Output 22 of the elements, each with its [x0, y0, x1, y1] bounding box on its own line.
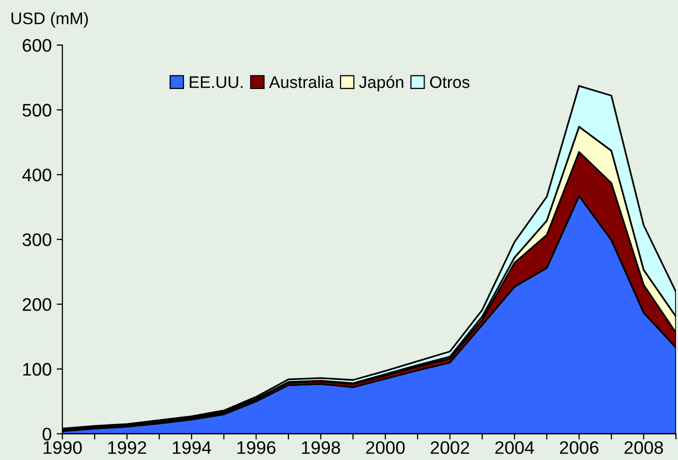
x-tick-label: 2004 [495, 441, 534, 454]
y-tick-label: 100 [23, 362, 52, 376]
x-tick-label: 1992 [108, 441, 146, 454]
x-tick-label: 1990 [44, 441, 82, 454]
x-tick-label: 2008 [624, 441, 663, 454]
legend-label: Otros [430, 76, 470, 88]
x-tick-label: 1996 [237, 441, 276, 454]
x-tick-label: 1994 [172, 441, 212, 454]
legend-label: Japón [359, 76, 404, 92]
y-tick-label: 600 [22, 39, 52, 52]
y-tick-label: 300 [22, 233, 52, 246]
y-axis-title: USD (mM) [12, 12, 88, 28]
x-tick-label: 1998 [302, 441, 340, 454]
y-tick-label: 500 [22, 104, 52, 117]
y-tick-label: 400 [22, 168, 52, 182]
x-tick-label: 2006 [560, 441, 598, 454]
legend-label: Australia [269, 76, 334, 88]
y-tick-label: 200 [22, 298, 52, 311]
x-tick-label: 2002 [430, 441, 470, 454]
legend-label: EE.UU. [190, 76, 243, 88]
x-tick-label: 2000 [366, 441, 405, 454]
y-tick-label: 0 [42, 428, 52, 440]
